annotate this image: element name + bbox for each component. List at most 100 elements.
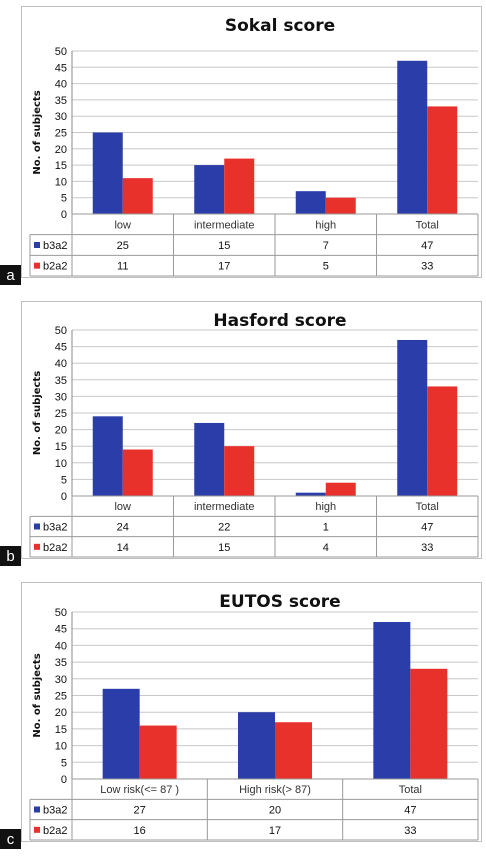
data-label-b2a2-2: 33	[404, 825, 416, 837]
y-tick-label: 35	[55, 657, 67, 669]
y-tick-label: 30	[55, 391, 67, 403]
panel-frame	[21, 582, 482, 842]
y-tick-label: 50	[55, 46, 67, 58]
bar-b2a2-1	[224, 446, 255, 496]
data-label-b3a2-3: 47	[421, 522, 433, 534]
category-label: Total	[416, 219, 439, 231]
bar-b2a2-1	[275, 722, 312, 779]
legend-swatch-b2a2	[34, 543, 40, 550]
panel-letter: b	[6, 548, 14, 565]
bar-b3a2-0	[92, 416, 123, 496]
bar-b2a2-0	[122, 449, 153, 496]
y-tick-label: 25	[55, 408, 67, 420]
y-tick-label: 50	[55, 607, 67, 619]
legend-label-b2a2: b2a2	[43, 825, 67, 837]
y-tick-label: 10	[55, 458, 67, 470]
bar-b2a2-2	[325, 197, 356, 214]
legend-label-b3a2: b3a2	[43, 805, 67, 817]
bar-b2a2-0	[122, 178, 153, 214]
y-axis-label: No. of subjects	[32, 90, 43, 174]
category-label: low	[114, 219, 131, 231]
y-tick-label: 5	[61, 193, 67, 205]
y-tick-label: 10	[55, 741, 67, 753]
legend-swatch-b3a2	[34, 523, 40, 530]
category-label: low	[114, 501, 131, 513]
y-tick-label: 45	[55, 624, 67, 636]
data-label-b3a2-1: 22	[218, 522, 230, 534]
bar-b2a2-2	[325, 482, 356, 496]
category-label: Total	[399, 784, 422, 796]
legend-swatch-b2a2	[34, 826, 40, 833]
panel-frame	[21, 301, 482, 559]
bar-b3a2-1	[194, 422, 225, 496]
data-label-b2a2-1: 17	[218, 261, 230, 273]
data-label-b3a2-1: 15	[218, 240, 230, 252]
panel-letter-badge	[0, 546, 21, 566]
y-tick-label: 35	[55, 375, 67, 387]
y-tick-label: 20	[55, 144, 67, 156]
y-tick-label: 15	[55, 160, 67, 172]
y-tick-label: 45	[55, 62, 67, 74]
y-tick-label: 25	[55, 691, 67, 703]
data-label-b2a2-1: 17	[269, 825, 281, 837]
category-label: high	[315, 219, 336, 231]
data-label-b3a2-0: 24	[117, 522, 129, 534]
y-tick-label: 15	[55, 724, 67, 736]
data-label-b2a2-0: 16	[134, 825, 146, 837]
y-tick-label: 0	[61, 491, 67, 503]
bar-b3a2-3	[397, 339, 428, 496]
data-label-b3a2-3: 47	[421, 240, 433, 252]
data-label-b2a2-1: 15	[218, 542, 230, 554]
bar-b3a2-1	[194, 165, 225, 214]
data-label-b2a2-0: 14	[117, 542, 129, 554]
data-label-b3a2-2: 7	[323, 240, 329, 252]
bar-b3a2-3	[397, 60, 428, 214]
legend-swatch-b2a2	[34, 262, 40, 269]
category-label: high	[315, 501, 336, 513]
bar-b2a2-0	[139, 725, 177, 779]
legend-label-b3a2: b3a2	[43, 240, 67, 252]
y-axis-label: No. of subjects	[32, 653, 43, 737]
y-tick-label: 10	[55, 176, 67, 188]
y-tick-label: 20	[55, 425, 67, 437]
bar-b3a2-2	[295, 492, 326, 496]
panel-frame	[21, 6, 482, 278]
data-label-b3a2-1: 20	[269, 805, 281, 817]
data-label-b3a2-2: 47	[404, 805, 416, 817]
y-tick-label: 40	[55, 640, 67, 652]
data-label-b3a2-2: 1	[323, 522, 329, 534]
data-label-b2a2-0: 11	[117, 261, 128, 273]
bar-b3a2-0	[102, 688, 140, 779]
panel-letter-badge	[0, 829, 21, 849]
legend-swatch-b3a2	[34, 806, 40, 813]
category-label: intermediate	[194, 501, 255, 513]
data-label-b3a2-0: 27	[134, 805, 146, 817]
panel-letter-badge	[0, 265, 21, 285]
y-tick-label: 0	[61, 209, 67, 221]
bar-b2a2-1	[224, 158, 255, 214]
data-label-b2a2-2: 5	[323, 261, 329, 273]
y-tick-label: 0	[61, 774, 67, 786]
y-tick-label: 40	[55, 358, 67, 370]
legend-swatch-b3a2	[34, 242, 40, 248]
category-label: Low risk(<= 87 )	[100, 784, 179, 796]
data-label-b2a2-3: 33	[421, 542, 433, 554]
y-tick-label: 5	[61, 474, 67, 486]
bar-b3a2-2	[373, 622, 411, 779]
category-label: High risk(> 87)	[239, 784, 311, 796]
bar-b3a2-1	[238, 712, 275, 779]
chart-panel-b: Hasford score 0 5 10 15 20 25 30 35 40 45 50 No. of …	[0, 301, 482, 566]
panel-letter: a	[6, 267, 15, 284]
data-label-b2a2-2: 4	[323, 542, 329, 554]
y-tick-label: 45	[55, 342, 67, 354]
legend-label-b3a2: b3a2	[43, 522, 67, 534]
data-label-b2a2-3: 33	[421, 261, 433, 273]
bar-b3a2-0	[92, 132, 123, 214]
legend-label-b2a2: b2a2	[43, 261, 67, 273]
panel-letter: c	[7, 831, 15, 848]
chart-panel-a: Sokal score 0 5 10 15 20 25 30 35 40 45 50 No. of su…	[0, 6, 482, 285]
y-axis-label: No. of subjects	[32, 371, 43, 455]
category-label: Total	[416, 501, 439, 513]
bar-b2a2-2	[410, 668, 448, 779]
